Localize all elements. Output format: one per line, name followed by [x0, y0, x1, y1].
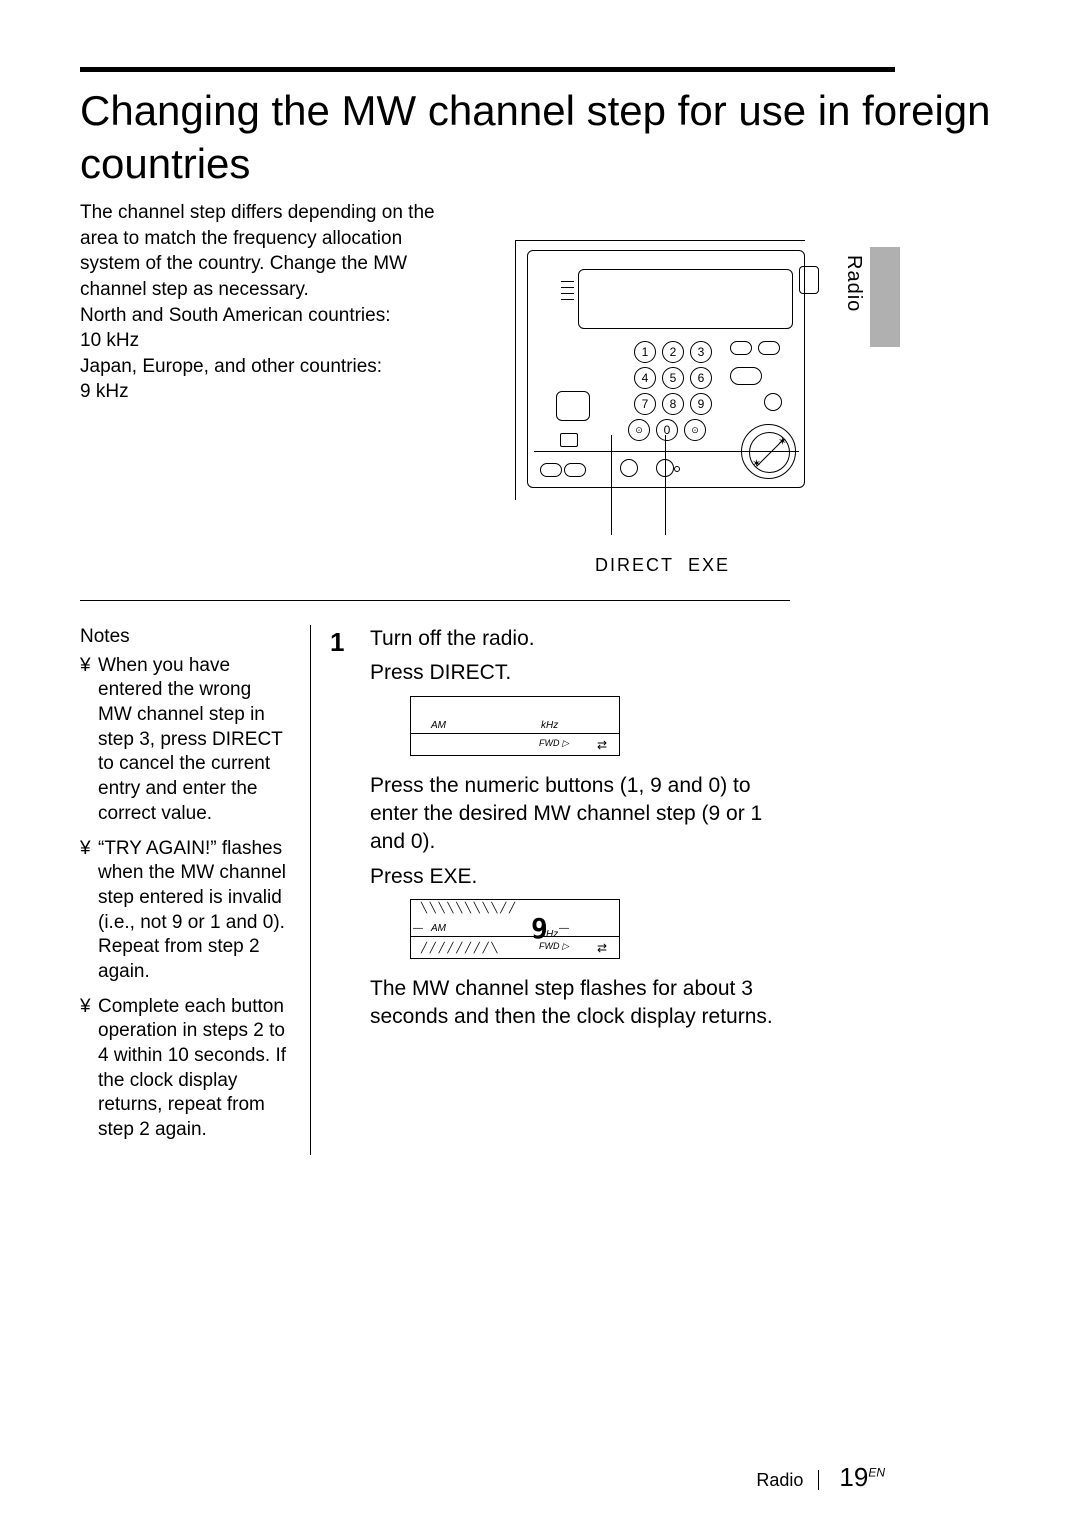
- lcd-arrows-icon: ⇄: [597, 737, 607, 753]
- step-1: 1 Turn off the radio. Press DIRECT. AM k…: [330, 625, 790, 1038]
- flash-rays-icon: ╲ ╲ ╲ ╲ ╲ ╲ ╲ ╲ ╲ ╱ ╱: [421, 902, 515, 916]
- intro-region1: North and South American countries:: [80, 303, 460, 329]
- lcd-screen: [578, 269, 793, 329]
- flash-rays-icon: ╱ ╱ ╱ ╱ ╱ ╱ ╱ ╱ ╲: [421, 942, 497, 956]
- lcd-am: AM: [431, 719, 446, 733]
- key-1: 1: [634, 341, 656, 363]
- step-number: 1: [330, 625, 370, 1038]
- key-2: 2: [662, 341, 684, 363]
- radio-diagram: 1 2 3 4 5 6 7 8 9: [505, 240, 815, 500]
- side-tab-label: Radio: [842, 255, 865, 312]
- diagram-labels: DIRECT EXE: [595, 555, 730, 576]
- section-divider: [80, 600, 790, 601]
- key-direct: ⊙: [628, 419, 650, 441]
- top-rule: [80, 67, 895, 72]
- note-text: “TRY AGAIN!” flashes when the MW channel…: [98, 837, 290, 985]
- key-6: 6: [690, 367, 712, 389]
- step-text: Press EXE.: [370, 863, 790, 891]
- lcd-am: AM: [431, 922, 446, 936]
- note-text: Complete each button operation in steps …: [98, 995, 290, 1143]
- lcd-arrows-icon: ⇄: [597, 940, 607, 956]
- side-button: [730, 367, 762, 385]
- page-title: Changing the MW channel step for use in …: [80, 85, 1080, 190]
- vertical-separator: [310, 625, 311, 1155]
- key-5: 5: [662, 367, 684, 389]
- footer-section: Radio: [756, 1470, 803, 1490]
- callout-line-direct: [611, 435, 612, 535]
- page-number: 19: [839, 1462, 868, 1492]
- bullet: ¥: [80, 837, 98, 985]
- step-text: The MW channel step flashes for about 3 …: [370, 975, 790, 1032]
- flash-ray-icon: —: [559, 922, 569, 936]
- side-button: [764, 393, 782, 411]
- step-text: Turn off the radio.: [370, 625, 790, 653]
- side-button: [730, 341, 752, 355]
- small-button: [560, 433, 578, 447]
- key-0: 0: [656, 419, 678, 441]
- key-8: 8: [662, 393, 684, 415]
- intro-region2: Japan, Europe, and other countries:: [80, 354, 460, 380]
- notes-column: Notes ¥ When you have entered the wrong …: [80, 625, 290, 1153]
- lcd-illustration-2: AM 9 kHz FWD ▷ ⇄ ╲ ╲ ╲ ╲ ╲ ╲ ╲ ╲ ╲ ╱ ╱ ╱…: [410, 899, 620, 959]
- lcd-fwd: FWD ▷: [539, 940, 569, 952]
- callout-line-exe: [665, 435, 666, 535]
- note-text: When you have entered the wrong MW chann…: [98, 654, 290, 827]
- step-text: Press DIRECT.: [370, 659, 790, 687]
- note-item: ¥ “TRY AGAIN!” flashes when the MW chann…: [80, 837, 290, 985]
- lcd-illustration-1: AM kHz FWD ▷ ⇄: [410, 696, 620, 756]
- radio-outer: 1 2 3 4 5 6 7 8 9: [527, 250, 805, 488]
- label-direct: DIRECT: [595, 555, 674, 575]
- key-4: 4: [634, 367, 656, 389]
- key-9: 9: [690, 393, 712, 415]
- page-footer: Radio 19EN: [0, 1462, 1080, 1493]
- key-7: 7: [634, 393, 656, 415]
- note-item: ¥ Complete each button operation in step…: [80, 995, 290, 1143]
- notes-title: Notes: [80, 625, 290, 650]
- note-item: ¥ When you have entered the wrong MW cha…: [80, 654, 290, 827]
- key-exe: ⊙: [684, 419, 706, 441]
- bullet: ¥: [80, 995, 98, 1143]
- flash-ray-icon: —: [413, 922, 423, 936]
- intro-paragraph: The channel step differs depending on th…: [80, 200, 460, 303]
- intro-text: The channel step differs depending on th…: [80, 200, 460, 405]
- step-text: Press the numeric buttons (1, 9 and 0) t…: [370, 772, 790, 857]
- intro-value2: 9 kHz: [80, 379, 460, 405]
- label-exe: EXE: [688, 555, 730, 575]
- lcd-fwd: FWD ▷: [539, 737, 569, 749]
- speaker-icon: [561, 281, 574, 305]
- intro-value1: 10 kHz: [80, 328, 460, 354]
- side-button: [758, 341, 780, 355]
- lcd-khz: kHz: [541, 719, 558, 733]
- steps-column: 1 Turn off the radio. Press DIRECT. AM k…: [330, 625, 790, 1048]
- bullet: ¥: [80, 654, 98, 827]
- page-suffix: EN: [868, 1465, 885, 1479]
- square-button: [556, 391, 590, 421]
- key-3: 3: [690, 341, 712, 363]
- side-tab: [870, 247, 900, 347]
